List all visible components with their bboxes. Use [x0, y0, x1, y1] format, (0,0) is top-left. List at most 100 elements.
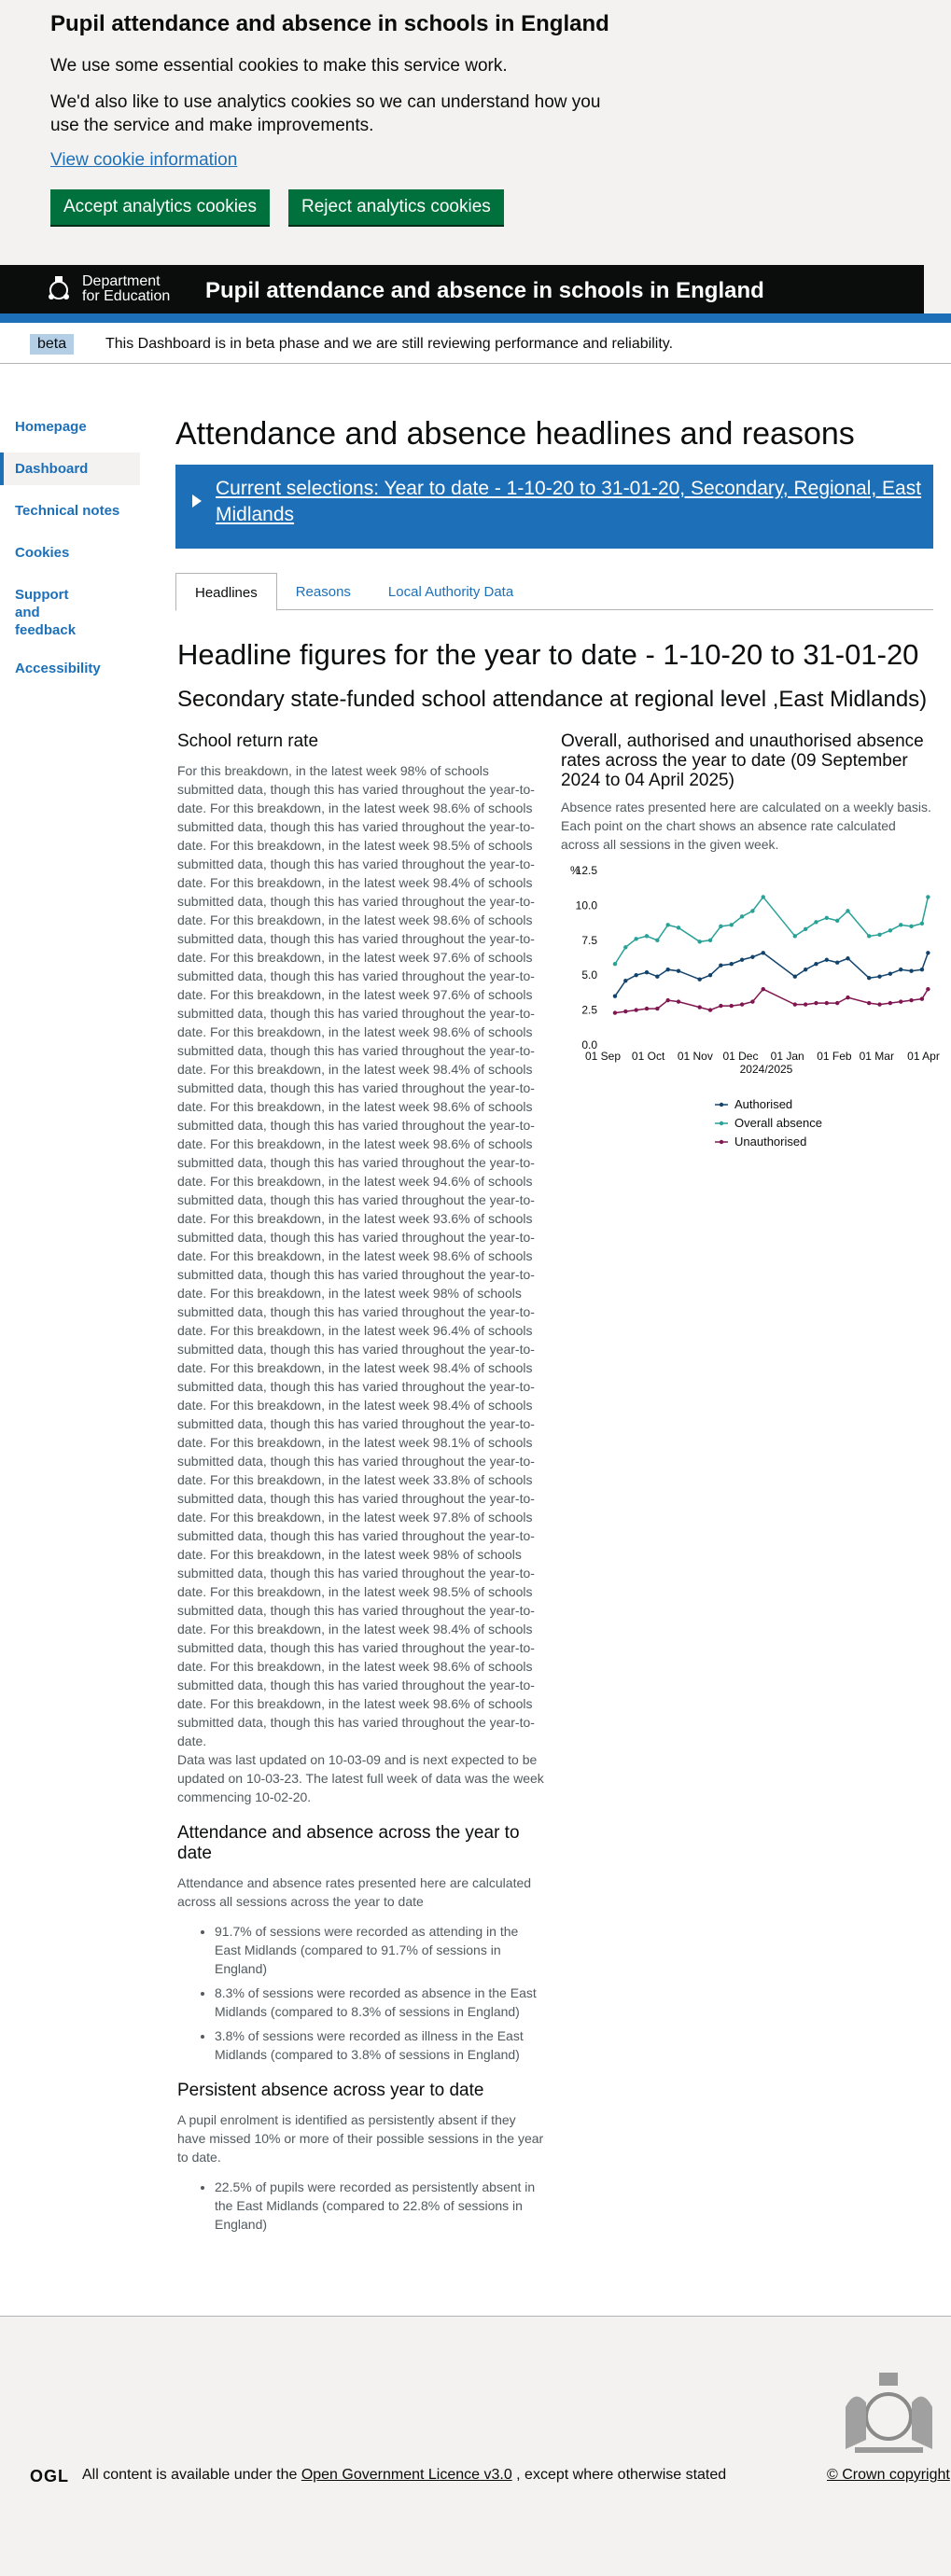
data-point	[803, 968, 808, 972]
data-point	[846, 956, 850, 961]
data-point	[909, 997, 914, 1003]
data-point	[665, 968, 670, 972]
accept-cookies-button[interactable]: Accept analytics cookies	[50, 189, 270, 225]
persistent-absence-title: Persistent absence across year to date	[177, 2081, 484, 2100]
data-point	[623, 978, 628, 983]
dept-logo-text[interactable]: Department for Education	[82, 273, 171, 304]
cookie-text-analytics: We'd also like to use analytics cookies …	[50, 92, 601, 135]
list-item: 91.7% of sessions were recorded as atten…	[215, 1922, 547, 1978]
across-year-list: 91.7% of sessions were recorded as atten…	[215, 1922, 547, 2064]
nav-homepage[interactable]: Homepage	[15, 419, 87, 435]
data-point	[612, 1010, 618, 1015]
current-selections-text[interactable]: Current selections: Year to date - 1-10-…	[216, 478, 922, 525]
page-title: Attendance and absence headlines and rea…	[175, 416, 855, 452]
data-point	[644, 1006, 650, 1011]
y-tick-label: 12.5	[576, 864, 598, 877]
data-point	[612, 962, 618, 967]
data-point	[634, 1008, 638, 1012]
data-point	[750, 999, 755, 1004]
tab-local-authority-data[interactable]: Local Authority Data	[387, 584, 514, 600]
site-footer: OGL All content is available under the O…	[0, 2316, 951, 2540]
data-point	[634, 937, 638, 941]
data-point	[866, 1000, 872, 1006]
data-point	[899, 968, 903, 972]
data-point	[665, 997, 670, 1003]
data-point	[761, 986, 765, 992]
nav-dashboard[interactable]: Dashboard	[0, 453, 140, 485]
data-point	[729, 923, 734, 927]
data-point	[644, 934, 650, 939]
across-year-title: Attendance and absence across the year t…	[177, 1823, 520, 1863]
nav-technical-notes[interactable]: Technical notes	[15, 503, 120, 519]
data-point	[761, 895, 765, 899]
nav-support-feedback[interactable]: Support and feedback	[15, 587, 77, 638]
data-point	[919, 921, 925, 926]
x-tick-label: 01 Feb	[817, 1050, 852, 1063]
data-point	[846, 995, 850, 1000]
legend-marker	[719, 1102, 724, 1107]
absence-line-chart[interactable]: % 0.0 2.5 5.0 7.5 10.0 12.5 01 Sep 01 Oct 01 Nov 0…	[561, 854, 951, 1162]
data-point	[866, 975, 872, 981]
triangle-right-icon	[192, 494, 202, 508]
data-point	[644, 970, 650, 975]
data-point	[719, 924, 723, 929]
data-point	[824, 957, 830, 962]
data-point	[634, 973, 638, 978]
data-point	[697, 1005, 702, 1010]
site-header: Department for Education Pupil attendanc…	[0, 265, 924, 313]
phase-banner: beta This Dashboard is in beta phase and…	[0, 323, 951, 364]
data-point	[888, 1000, 893, 1006]
data-point	[792, 974, 797, 979]
list-item: 22.5% of pupils were recorded as persist…	[215, 2178, 547, 2234]
nav-cookies[interactable]: Cookies	[15, 545, 70, 561]
data-point	[792, 934, 797, 939]
tab-headlines[interactable]: Headlines	[175, 573, 277, 611]
y-tick-label: 2.5	[581, 1004, 597, 1017]
data-point	[899, 923, 903, 927]
x-axis-label: 2024/2025	[740, 1063, 793, 1076]
data-point	[655, 974, 660, 979]
school-return-title: School return rate	[177, 731, 319, 751]
data-point	[909, 924, 914, 929]
data-point	[803, 926, 808, 932]
data-point	[719, 963, 723, 968]
data-point	[834, 960, 840, 965]
headline-figures-title: Headline figures for the year to date - …	[177, 638, 919, 671]
left-column: School return rate For this breakdown, i…	[177, 731, 547, 2239]
current-selections-toggle[interactable]: Current selections: Year to date - 1-10-…	[175, 465, 933, 549]
legend-marker	[719, 1121, 724, 1126]
cookie-title: Pupil attendance and absence in schools …	[50, 11, 609, 36]
nav-accessibility[interactable]: Accessibility	[15, 661, 101, 676]
x-tick-label: 01 Jan	[771, 1050, 804, 1063]
data-point	[792, 1002, 797, 1007]
data-point	[707, 1008, 713, 1012]
data-point	[877, 932, 882, 938]
persistent-absence-intro: A pupil enrolment is identified as persi…	[177, 2112, 544, 2165]
service-title[interactable]: Pupil attendance and absence in schools …	[205, 278, 764, 303]
breakdown-subtitle: Secondary state-funded school attendance…	[177, 687, 928, 712]
data-point	[739, 1002, 745, 1007]
tab-list: Headlines Reasons Local Authority Data	[175, 573, 933, 611]
reject-cookies-button[interactable]: Reject analytics cookies	[288, 189, 504, 225]
data-point	[919, 996, 925, 1001]
data-point	[846, 909, 850, 913]
data-updated-text: Data was last updated on 10-03-09 and is…	[177, 1752, 544, 1804]
data-point	[750, 909, 755, 913]
view-cookie-info-link[interactable]: View cookie information	[50, 150, 238, 170]
chart-note: Absence rates presented here are calcula…	[561, 800, 931, 852]
data-point	[877, 974, 882, 979]
licence-text: All content is available under the Open …	[82, 2467, 727, 2483]
side-navigation: Homepage Dashboard Technical notes Cooki…	[0, 411, 140, 685]
data-point	[834, 1000, 840, 1006]
data-point	[707, 938, 713, 942]
ogl-licence-link[interactable]: Open Government Licence v3.0	[301, 2467, 512, 2483]
tab-reasons[interactable]: Reasons	[295, 584, 351, 600]
across-year-intro: Attendance and absence rates presented h…	[177, 1875, 532, 1909]
ogl-logo: OGL	[30, 2467, 69, 2485]
crown-copyright-link[interactable]: © Crown copyright	[827, 2467, 950, 2483]
data-point	[919, 968, 925, 972]
data-point	[824, 915, 830, 921]
data-point	[655, 938, 660, 942]
x-tick-label: 01 Apr	[907, 1050, 940, 1063]
data-point	[697, 977, 702, 982]
